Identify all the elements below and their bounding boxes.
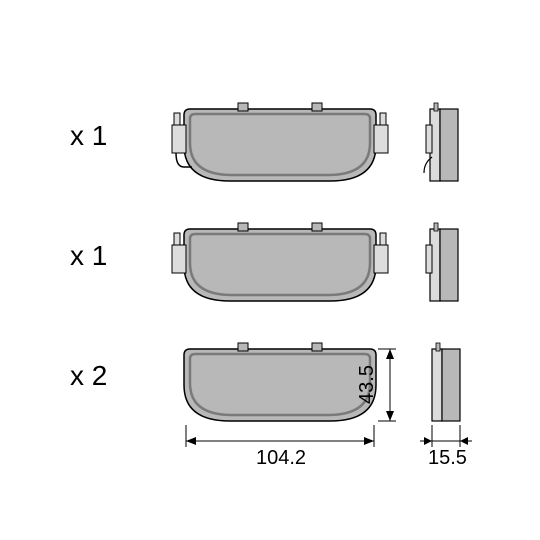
pad-front-2 — [170, 215, 390, 320]
pad-side-2 — [420, 215, 470, 320]
dim-height-label: 43.5 — [356, 365, 379, 404]
dim-height-group: 43.5 — [378, 335, 418, 435]
dim-width-label: 104.2 — [256, 447, 306, 470]
qty-row-3: x 2 — [70, 360, 107, 392]
dim-thickness-label: 15.5 — [428, 447, 467, 470]
dim-width-group: 104.2 — [170, 425, 390, 480]
pad-front-1 — [170, 95, 390, 200]
qty-row-2: x 1 — [70, 240, 107, 272]
qty-row-1: x 1 — [70, 120, 107, 152]
pad-side-1 — [420, 95, 470, 200]
dim-thickness-group: 15.5 — [420, 425, 480, 480]
